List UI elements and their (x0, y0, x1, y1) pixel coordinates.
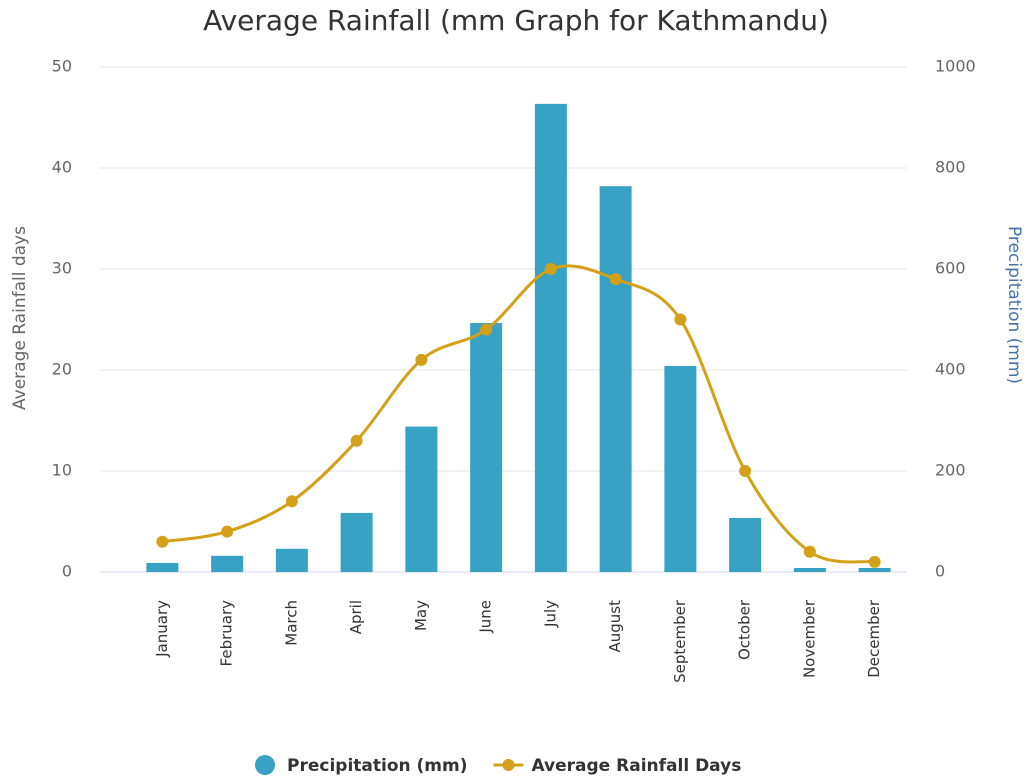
x-tick-label: May (412, 600, 430, 631)
line-marker (350, 434, 363, 447)
x-tick-label: April (347, 600, 365, 634)
bar (664, 365, 697, 572)
line (162, 264, 875, 564)
bar (858, 567, 891, 572)
bar (405, 426, 438, 572)
y-tick-label: 50 (52, 57, 72, 76)
line-marker (480, 323, 493, 336)
y2-tick-label: 200 (935, 461, 966, 480)
line-marker (156, 535, 169, 548)
bar (470, 323, 503, 572)
y2-axis-title: Precipitation (mm) (1004, 226, 1024, 384)
y-tick-label: 10 (52, 461, 72, 480)
y-tick-label: 20 (52, 360, 72, 379)
bar (729, 517, 762, 572)
x-tick-label: October (736, 599, 754, 660)
x-tick-label: February (218, 600, 236, 667)
line-marker (739, 465, 752, 477)
y-tick-label: 30 (52, 259, 72, 278)
bar (146, 562, 179, 572)
chart-title: Average Rainfall (mm Graph for Kathmandu… (203, 4, 829, 37)
y2-tick-label: 1000 (935, 57, 976, 76)
line-marker (609, 273, 622, 286)
legend-label: Precipitation (mm) (287, 756, 468, 776)
line-marker (803, 545, 816, 558)
x-tick-label: March (282, 600, 300, 646)
legend-label: Average Rainfall Days (532, 756, 742, 776)
line-marker (544, 263, 557, 275)
x-tick-label: September (671, 599, 689, 683)
x-tick-label: January (153, 600, 171, 658)
bar (599, 186, 632, 572)
y-tick-label: 40 (52, 158, 72, 177)
bar (211, 555, 244, 572)
x-tick-label: December (865, 599, 883, 678)
line-marker (285, 495, 298, 508)
line-marker (868, 555, 881, 568)
y-tick-label: 0 (62, 562, 72, 581)
y-axis-title: Average Rainfall days (10, 226, 30, 410)
bar (534, 103, 567, 573)
line-marker (221, 525, 234, 538)
bar (275, 548, 308, 572)
y2-tick-label: 600 (935, 259, 966, 278)
legend-symbol (255, 755, 275, 775)
x-tick-label: November (800, 599, 818, 678)
y2-tick-label: 0 (935, 562, 945, 581)
y2-tick-label: 400 (935, 360, 966, 379)
bar (793, 567, 826, 572)
x-tick-label: July (541, 600, 559, 628)
legend-symbol (502, 759, 515, 771)
y2-tick-label: 800 (935, 158, 966, 177)
bar (340, 512, 373, 572)
x-tick-label: June (477, 600, 495, 634)
line-marker (415, 353, 428, 366)
line-marker (674, 313, 687, 326)
x-tick-label: August (606, 600, 624, 653)
